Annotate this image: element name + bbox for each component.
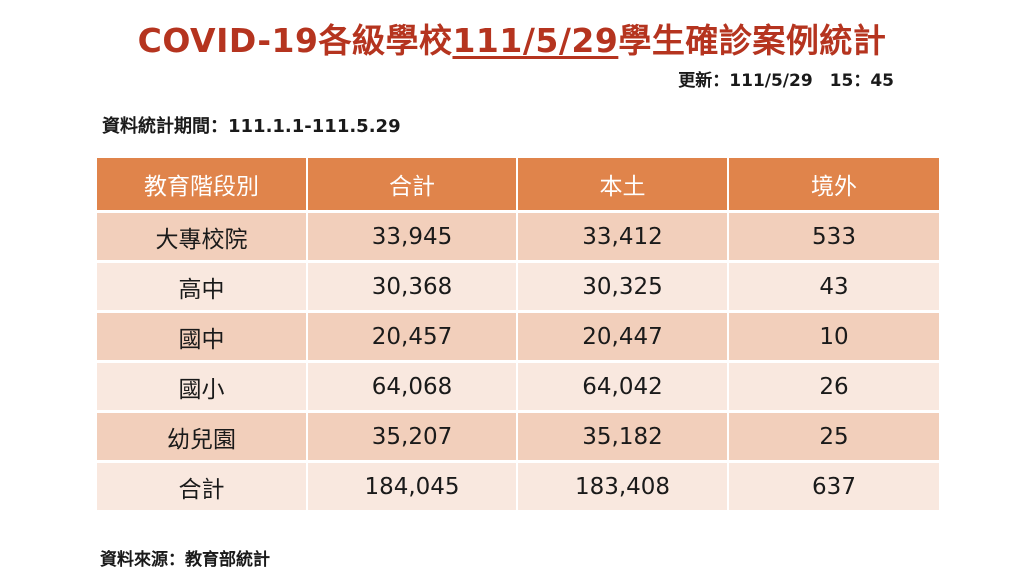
page-title: COVID-19各級學校111/5/29學生確診案例統計 (0, 14, 1024, 62)
title-prefix: COVID-19各級學校 (137, 21, 453, 60)
cell-local: 35,182 (518, 413, 729, 463)
cell-level: 高中 (97, 263, 308, 313)
header-imported: 境外 (729, 158, 939, 213)
cell-total: 30,368 (308, 263, 518, 313)
cell-level: 幼兒園 (97, 413, 308, 463)
header-total: 合計 (308, 158, 518, 213)
cell-imported: 533 (729, 213, 939, 263)
cell-local: 20,447 (518, 313, 729, 363)
data-period: 資料統計期間：111.1.1-111.5.29 (102, 116, 401, 137)
header-education-level: 教育階段別 (97, 158, 308, 213)
cell-level: 合計 (97, 463, 308, 513)
table-header-row: 教育階段別 合計 本土 境外 (97, 158, 939, 213)
cell-imported: 43 (729, 263, 939, 313)
cell-imported: 637 (729, 463, 939, 513)
cell-total: 35,207 (308, 413, 518, 463)
title-date: 111/5/29 (452, 21, 619, 60)
cell-local: 183,408 (518, 463, 729, 513)
cell-level: 國中 (97, 313, 308, 363)
table-row: 幼兒園 35,207 35,182 25 (97, 413, 939, 463)
title-suffix: 學生確診案例統計 (618, 21, 887, 60)
case-statistics-table: 教育階段別 合計 本土 境外 大專校院 33,945 33,412 533 高中… (97, 158, 939, 513)
cell-local: 30,325 (518, 263, 729, 313)
cell-local: 33,412 (518, 213, 729, 263)
table-row-total: 合計 184,045 183,408 637 (97, 463, 939, 513)
header-local: 本土 (518, 158, 729, 213)
cell-imported: 26 (729, 363, 939, 413)
cell-local: 64,042 (518, 363, 729, 413)
cell-total: 184,045 (308, 463, 518, 513)
cell-total: 20,457 (308, 313, 518, 363)
cell-level: 大專校院 (97, 213, 308, 263)
table-row: 大專校院 33,945 33,412 533 (97, 213, 939, 263)
table-row: 高中 30,368 30,325 43 (97, 263, 939, 313)
data-source: 資料來源：教育部統計 (100, 550, 270, 570)
cell-imported: 25 (729, 413, 939, 463)
cell-total: 64,068 (308, 363, 518, 413)
cell-imported: 10 (729, 313, 939, 363)
table-row: 國小 64,068 64,042 26 (97, 363, 939, 413)
cell-level: 國小 (97, 363, 308, 413)
update-timestamp: 更新：111/5/29 15：45 (678, 71, 894, 91)
table-row: 國中 20,457 20,447 10 (97, 313, 939, 363)
cell-total: 33,945 (308, 213, 518, 263)
